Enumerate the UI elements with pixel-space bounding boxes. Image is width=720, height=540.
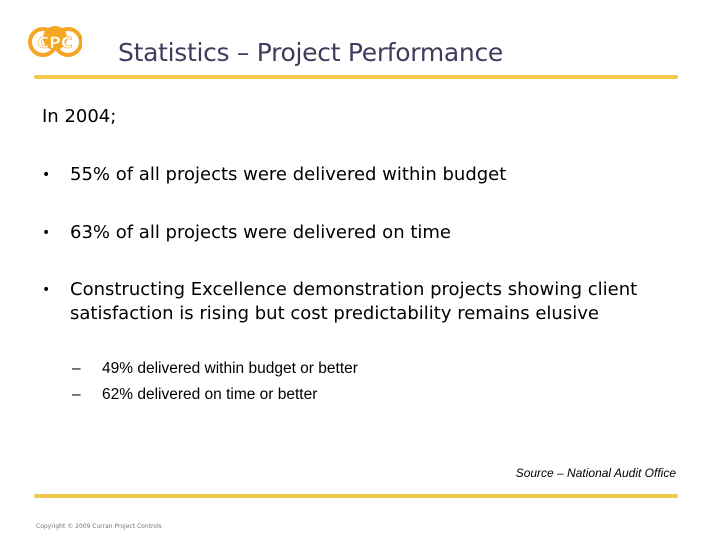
intro-text: In 2004; xyxy=(42,106,117,127)
bullet-marker: • xyxy=(42,282,51,298)
logo-text: CPC xyxy=(37,33,72,52)
source-citation: Source – National Audit Office xyxy=(515,466,676,480)
bullet-text: 63% of all projects were delivered on ti… xyxy=(70,222,451,243)
bullet-marker: • xyxy=(42,225,51,241)
copyright-text: Copyright © 2009 Curran Project Controls xyxy=(36,523,162,530)
sub-bullet-marker: – xyxy=(72,386,81,403)
bullet-text: 55% of all projects were delivered withi… xyxy=(70,164,507,185)
bullet-text: Constructing Excellence demonstration pr… xyxy=(70,279,638,324)
footer-divider xyxy=(34,494,678,498)
sub-bullet-text: 62% delivered on time or better xyxy=(102,386,318,403)
cpc-logo: CPC xyxy=(28,22,83,62)
title-divider xyxy=(34,75,678,79)
sub-bullet-marker: – xyxy=(72,360,81,377)
page-title: Statistics – Project Performance xyxy=(118,38,503,67)
sub-bullet-text: 49% delivered within budget or better xyxy=(102,360,358,377)
bullet-marker: • xyxy=(42,167,51,183)
